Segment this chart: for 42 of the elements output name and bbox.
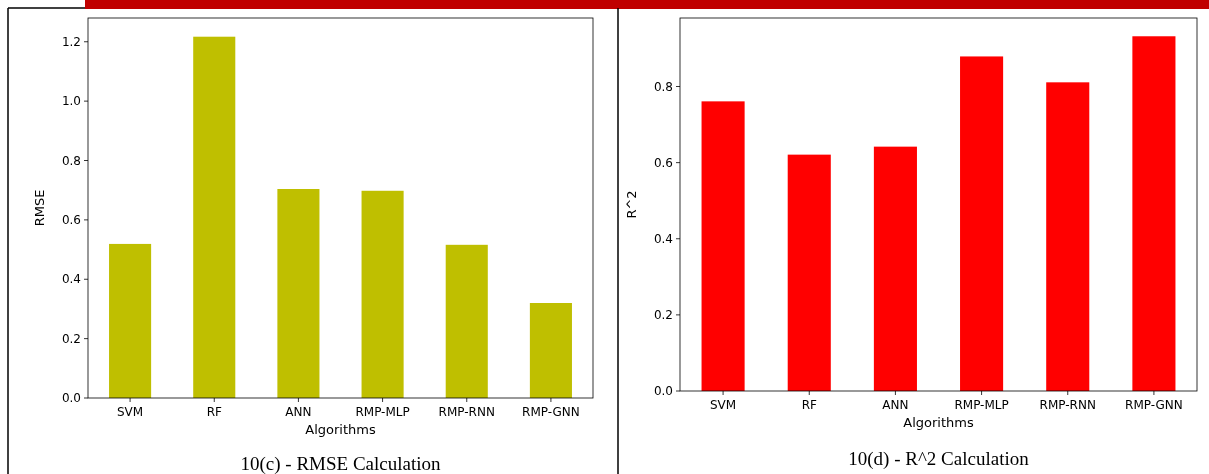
y-axis-title: RMSE	[32, 189, 47, 227]
bar	[960, 56, 1004, 391]
y-tick-label: 0.0	[653, 384, 673, 399]
y-tick-label: 0.0	[61, 391, 81, 406]
x-tick-label: ANN	[285, 405, 312, 419]
x-tick-label: SVM	[116, 405, 144, 419]
y-tick-label: 0.6	[61, 213, 81, 228]
x-tick-label: RMP-MLP	[355, 405, 410, 419]
y-tick-label: 0.2	[653, 308, 673, 323]
x-tick-label: RMP-RNN	[438, 405, 495, 419]
bar	[1132, 36, 1176, 391]
x-tick-label: RF	[801, 398, 817, 412]
bar	[529, 303, 572, 398]
y-tick-label: 0.6	[653, 155, 673, 170]
text: 10(c) - RMSE Calculation	[240, 453, 441, 474]
y-tick-label: 0.4	[61, 272, 81, 287]
y-tick-label: 0.4	[653, 231, 673, 246]
bar	[277, 189, 320, 398]
x-tick-label: SVM	[709, 398, 737, 412]
x-tick-label: RMP-GNN	[1125, 398, 1183, 412]
x-axis-title: Algorithms	[305, 422, 376, 437]
y-tick-label: 1.2	[61, 34, 81, 49]
bar	[361, 190, 404, 398]
y-tick-label: 1.0	[61, 94, 81, 109]
bar	[445, 244, 488, 398]
text: 10(d) - R^2 Calculation	[848, 448, 1030, 470]
x-tick-label: RMP-RNN	[1039, 398, 1096, 412]
x-tick-label: RMP-GNN	[522, 405, 580, 419]
bar	[193, 36, 236, 398]
bar	[787, 154, 831, 391]
x-tick-label: ANN	[882, 398, 909, 412]
bar	[701, 101, 745, 391]
y-tick-label: 0.2	[61, 331, 81, 346]
bar	[109, 243, 152, 398]
bar	[1046, 82, 1090, 391]
x-tick-label: RF	[206, 405, 222, 419]
y-tick-label: 0.8	[653, 79, 673, 94]
x-tick-label: RMP-MLP	[954, 398, 1009, 412]
y-tick-label: 0.8	[61, 153, 81, 168]
y-axis-title: R^2	[624, 190, 639, 219]
x-axis-title: Algorithms	[903, 415, 974, 430]
bar	[873, 146, 917, 391]
